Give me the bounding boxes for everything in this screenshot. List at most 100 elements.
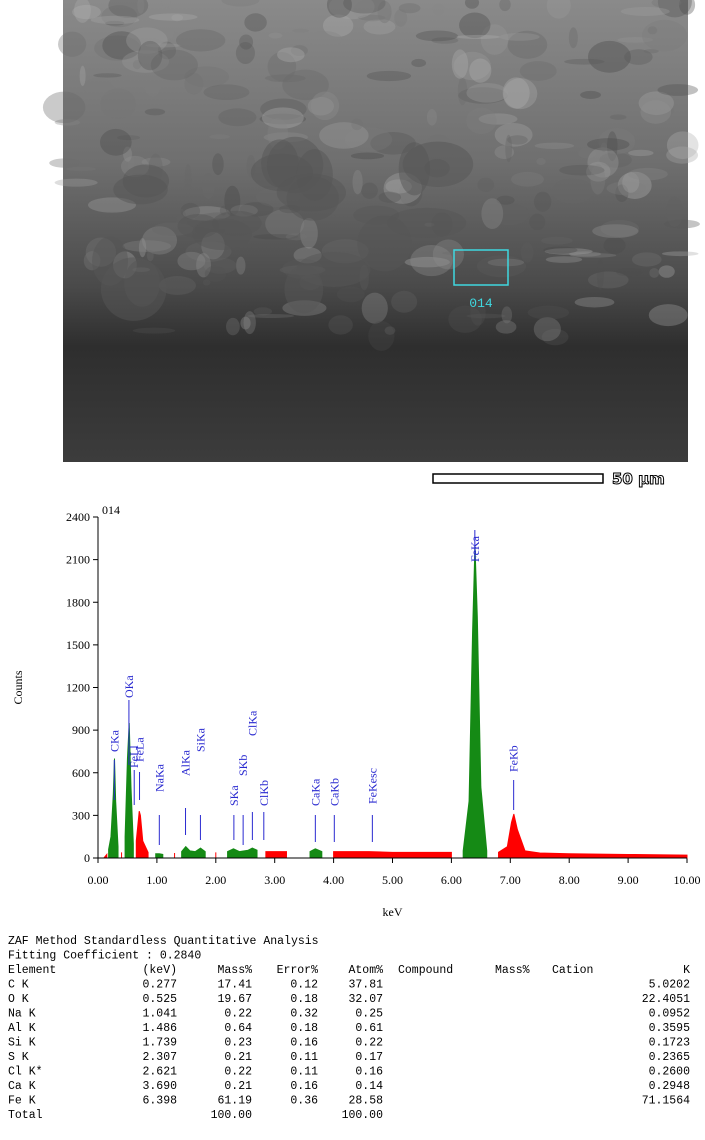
- sem-texture: [600, 142, 608, 152]
- sem-texture: [58, 31, 87, 57]
- peak-label: SKa: [227, 785, 241, 806]
- sem-texture: [466, 313, 506, 319]
- y-tick-label: 600: [72, 766, 90, 780]
- table-cell: 0.25: [355, 1008, 383, 1021]
- sem-texture: [240, 77, 272, 88]
- peak-label: SKb: [236, 755, 250, 776]
- sem-texture: [533, 191, 552, 212]
- sem-texture: [54, 119, 81, 126]
- table-cell: 0.64: [224, 1022, 252, 1035]
- sem-texture: [494, 122, 533, 147]
- sem-texture: [546, 0, 571, 19]
- sem-texture: [502, 77, 530, 109]
- sem-texture: [520, 242, 534, 263]
- sem-texture: [466, 82, 509, 103]
- total-mass: 100.00: [211, 1109, 253, 1122]
- y-tick-label: 900: [72, 723, 90, 737]
- sem-texture: [221, 0, 260, 7]
- sem-texture: [141, 157, 171, 167]
- sem-texture: [496, 195, 515, 205]
- sem-texture: [494, 145, 515, 160]
- sem-texture: [466, 107, 497, 135]
- x-tick-label: 8.00: [559, 873, 580, 887]
- sem-texture: [661, 251, 699, 257]
- sem-texture: [243, 311, 256, 335]
- sem-texture: [113, 174, 168, 205]
- sem-texture: [239, 34, 254, 50]
- table-cell: 1.041: [142, 1008, 177, 1021]
- peak-label: NaKa: [152, 763, 166, 792]
- sem-texture: [368, 320, 395, 351]
- sem-texture: [511, 171, 544, 187]
- sem-texture: [203, 84, 250, 101]
- sem-texture: [157, 41, 177, 60]
- sem-texture: [137, 40, 163, 71]
- sem-texture: [622, 172, 640, 193]
- sem-texture: [352, 169, 363, 195]
- sem-texture: [101, 5, 138, 28]
- column-header: Mass%: [495, 964, 530, 977]
- sem-texture: [536, 157, 546, 165]
- sem-texture: [358, 14, 386, 21]
- sem-texture: [300, 217, 318, 249]
- sem-texture: [651, 0, 682, 9]
- sem-texture: [499, 33, 540, 41]
- sem-texture: [326, 0, 352, 18]
- peak-label: FeLl: [127, 745, 141, 768]
- sem-texture: [126, 27, 168, 54]
- sem-texture: [480, 24, 509, 55]
- table-cell: 0.21: [224, 1080, 252, 1093]
- region-box: [453, 249, 509, 286]
- sem-texture: [343, 0, 386, 14]
- sem-texture: [72, 4, 101, 20]
- total-atom: 100.00: [342, 1109, 384, 1122]
- table-cell: 0.23: [224, 1037, 252, 1050]
- sem-texture: [267, 51, 297, 82]
- sem-texture: [592, 224, 639, 239]
- table-cell: 0.36: [290, 1095, 318, 1108]
- table-cell: 71.1564: [642, 1095, 690, 1108]
- sem-texture: [361, 292, 388, 324]
- table-cell: 0.2365: [649, 1051, 691, 1064]
- sem-texture: [240, 316, 251, 330]
- sem-texture: [328, 315, 353, 335]
- sem-texture: [357, 215, 412, 272]
- sem-texture: [476, 255, 527, 278]
- sem-texture: [66, 166, 97, 172]
- sem-texture: [171, 14, 184, 22]
- sem-texture: [201, 173, 215, 199]
- sem-texture: [363, 18, 396, 35]
- sem-texture: [643, 49, 659, 54]
- sem-texture: [481, 198, 504, 230]
- sem-texture: [212, 153, 224, 176]
- sem-texture: [544, 248, 593, 255]
- sem-texture: [212, 210, 262, 236]
- table-cell: 0.17: [355, 1051, 383, 1064]
- sem-texture: [415, 30, 458, 42]
- sem-texture: [54, 178, 98, 187]
- sem-texture: [184, 72, 204, 95]
- table-cell: 0.61: [355, 1022, 383, 1035]
- sem-texture: [627, 167, 668, 181]
- sem-texture: [641, 19, 688, 52]
- table-cell: 0.22: [224, 1008, 252, 1021]
- sem-texture: [580, 90, 602, 99]
- sem-texture: [83, 77, 114, 97]
- sem-texture: [543, 246, 578, 254]
- scale-bar-label: 50 µm: [612, 470, 665, 488]
- sem-texture: [469, 58, 492, 83]
- sem-texture: [253, 307, 272, 316]
- report-title: ZAF Method Standardless Quantitative Ana…: [8, 935, 319, 948]
- table-cell: 6.398: [142, 1095, 177, 1108]
- sem-texture: [247, 313, 295, 319]
- table-cell: Na K: [8, 1008, 36, 1021]
- sem-texture: [574, 296, 615, 308]
- sem-texture: [507, 30, 548, 59]
- sem-texture: [458, 87, 508, 104]
- sem-texture: [122, 50, 170, 73]
- sem-texture: [391, 290, 418, 313]
- table-cell: Cl K*: [8, 1066, 43, 1079]
- peak-label: FeLa: [133, 737, 147, 762]
